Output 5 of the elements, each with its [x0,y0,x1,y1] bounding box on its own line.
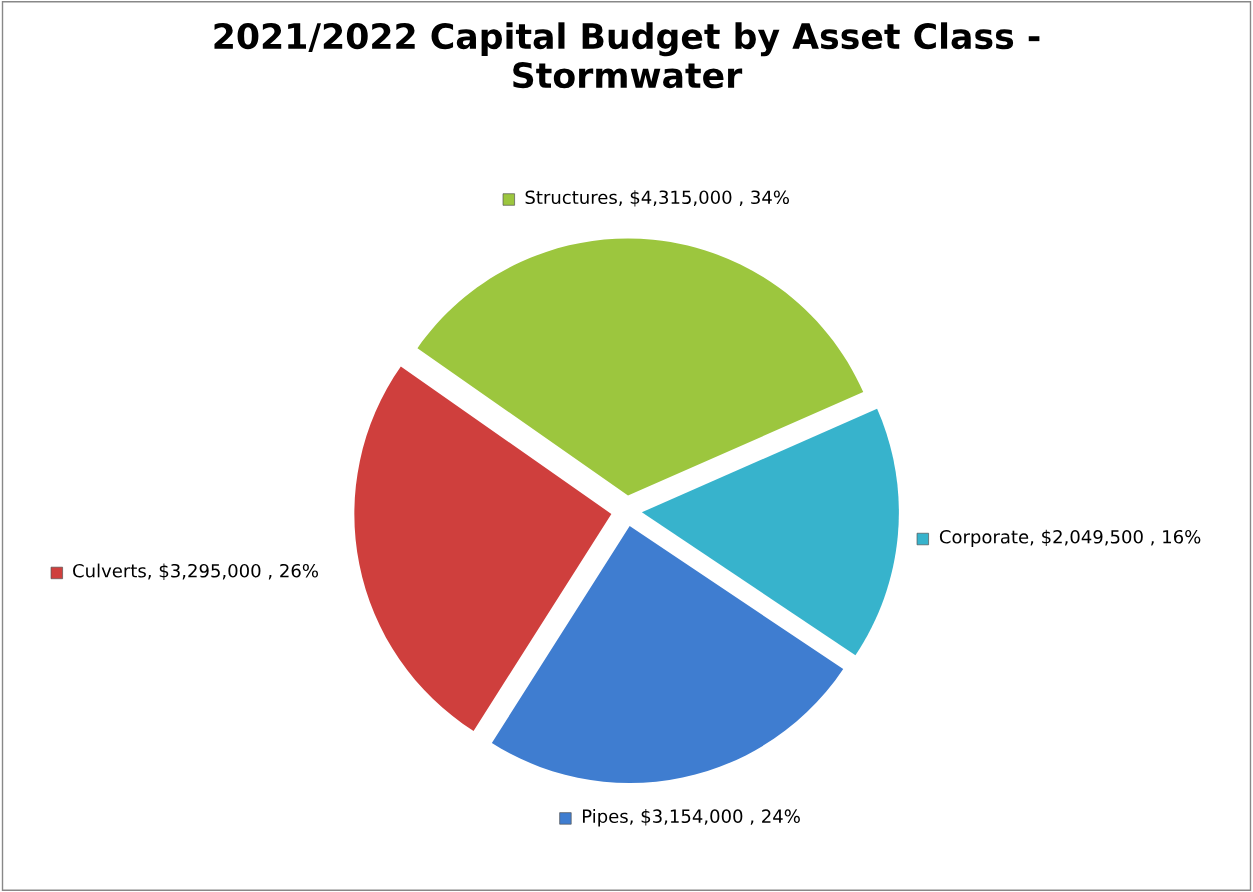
legend-label: Corporate, $2,049,500 , 16% [939,529,1201,548]
chart-title: 2021/2022 Capital Budget by Asset Class - Stormwater [214,22,1040,89]
legend-label: Culverts, $3,295,000 , 26% [73,563,318,580]
legend-label: Pipes, $3,154,000 , 24% [582,809,800,827]
legend-label: Structures, $4,315,000 , 34% [525,190,789,207]
